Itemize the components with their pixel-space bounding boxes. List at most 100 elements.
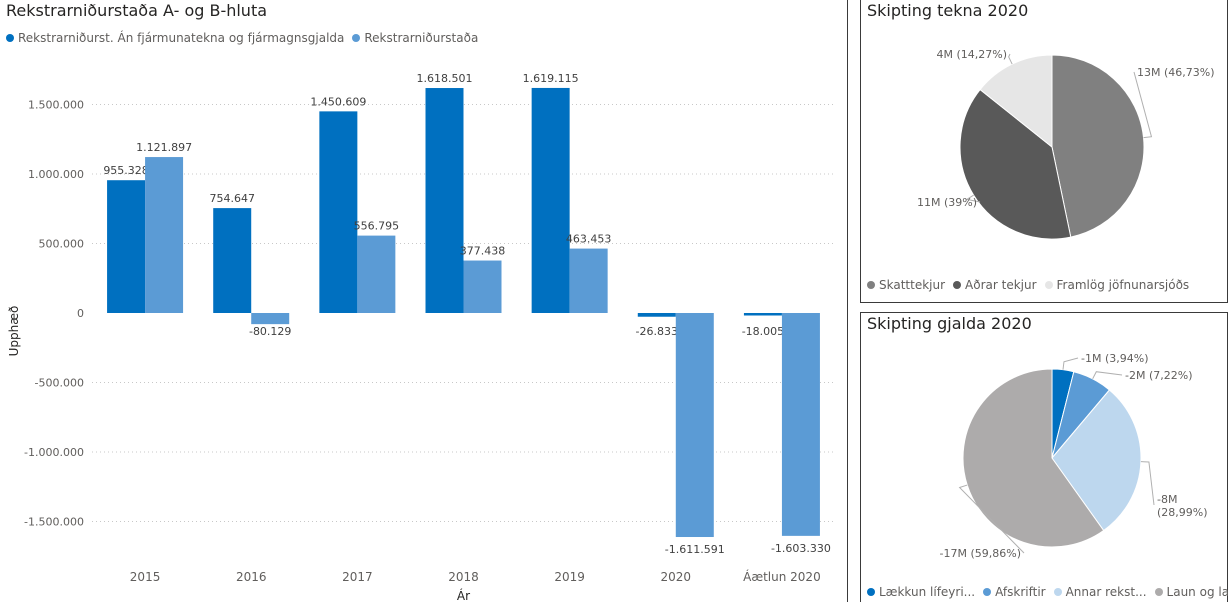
legend-marker — [867, 588, 875, 596]
bar-tlun-2020-series-1[interactable] — [781, 313, 820, 536]
bar-2018-series-0[interactable] — [425, 88, 464, 314]
data-label: -1.603.330 — [771, 542, 831, 555]
leader-line — [1008, 53, 1013, 65]
y-axis-title: Upphæð — [7, 306, 21, 357]
x-axis-title: Ár — [457, 588, 470, 602]
bar-legend-item-1[interactable]: Rekstrarniðurstaða — [352, 31, 478, 45]
data-label: -18.005 — [742, 325, 784, 338]
y-tick-label: 0 — [77, 307, 84, 320]
slice-label: 11M (39%) — [917, 196, 977, 209]
legend-label: Laun og la... — [1166, 585, 1228, 599]
expense-pie-legend[interactable]: Lækkun lífeyri... Afskriftir Annar rekst..… — [867, 585, 1228, 599]
data-label: 1.450.609 — [310, 95, 366, 108]
bar-chart-title: Rekstrarniðurstaða A- og B-hluta — [6, 1, 268, 20]
income-slice-skatttekjur[interactable] — [1051, 54, 1145, 238]
x-tick-label: 2020 — [661, 570, 692, 584]
legend-label: Skatttekjur — [879, 278, 946, 292]
x-tick-label: Áætlun 2020 — [743, 569, 821, 584]
legend-label: Lækkun lífeyri... — [879, 585, 976, 599]
x-tick-label: 2019 — [554, 570, 585, 584]
leader-line — [1092, 371, 1123, 380]
legend-marker — [983, 588, 992, 596]
bar-2016-series-0[interactable] — [213, 208, 252, 313]
bar-2020-series-0[interactable] — [637, 313, 676, 317]
x-tick-label: 2017 — [342, 570, 373, 584]
bar-chart-panel: Rekstrarniðurstaða A- og B-hluta Rekstra… — [6, 0, 848, 602]
legend-label: Rekstrarniðurstaða — [364, 31, 479, 45]
bar-2016-series-1[interactable] — [251, 313, 290, 325]
y-tick-label: -500.000 — [35, 377, 84, 390]
data-label: -1.611.591 — [665, 543, 725, 556]
leader-line — [958, 484, 1025, 554]
slice-label: -17M (59,86%) — [940, 547, 1021, 560]
leader-line — [965, 194, 981, 203]
data-label: 1.121.897 — [136, 141, 192, 154]
legend-marker — [1044, 281, 1053, 289]
bar-chart-legend[interactable]: Rekstrarniðurst. Án fjármunatekna og fjá… — [6, 31, 486, 45]
leader-line — [1062, 357, 1079, 370]
income-pie-legend[interactable]: Skatttekjur Aðrar tekjur Framlög jöfnunars… — [867, 278, 1197, 292]
income-legend-item-2[interactable]: Framlög jöfnunarsjóðs — [1044, 278, 1190, 292]
leader-line — [1140, 461, 1155, 506]
slice-label: -1M (3,94%) — [1081, 352, 1148, 365]
data-label: 1.619.115 — [523, 72, 579, 85]
slice-label: -8M (28,99%) — [1157, 493, 1208, 519]
income-legend-item-1[interactable]: Aðrar tekjur — [953, 278, 1037, 292]
x-tick-label: 2015 — [130, 570, 161, 584]
bar-legend-item-0[interactable]: Rekstrarniðurst. Án fjármunatekna og fjá… — [6, 31, 344, 45]
y-tick-label: 1.000.000 — [28, 168, 84, 181]
data-label: 1.618.501 — [417, 72, 473, 85]
slice-label: -2M (7,22%) — [1125, 369, 1192, 382]
x-tick-label: 2018 — [448, 570, 479, 584]
expense-slice-laun-og-la[interactable] — [962, 368, 1105, 548]
income-legend-item-0[interactable]: Skatttekjur — [867, 278, 945, 292]
slice-label: 4M (14,27%) — [936, 48, 1007, 61]
y-tick-label: 1.500.000 — [28, 99, 84, 112]
data-label: 556.795 — [354, 220, 400, 233]
income-pie-title: Skipting tekna 2020 — [867, 1, 1029, 20]
bar-2020-series-1[interactable] — [675, 313, 714, 538]
expense-legend-item-3[interactable]: Laun og la... — [1154, 585, 1228, 599]
legend-label: Framlög jöfnunarsjóðs — [1056, 278, 1190, 292]
legend-label: Annar rekst... — [1065, 585, 1147, 599]
bar-2017-series-0[interactable] — [319, 111, 358, 313]
income-slice-framl-g-j-fnunarsj-s[interactable] — [979, 54, 1053, 149]
x-tick-label: 2016 — [236, 570, 267, 584]
y-tick-label: -1.500.000 — [24, 516, 84, 529]
income-slice-a-rar-tekjur[interactable] — [959, 88, 1072, 240]
bar-2017-series-1[interactable] — [357, 235, 396, 313]
bar-2018-series-1[interactable] — [463, 260, 502, 313]
bar-2015-series-1[interactable] — [145, 157, 184, 313]
expense-slice-annar-rekst[interactable] — [1051, 389, 1142, 532]
expense-legend-item-1[interactable]: Afskriftir — [983, 585, 1046, 599]
legend-marker — [1053, 588, 1062, 596]
data-label: 377.438 — [460, 245, 506, 258]
legend-label: Rekstrarniðurst. Án fjármunatekna og fjá… — [18, 31, 345, 45]
expense-pie-panel: Skipting gjalda 2020 -1M (3,94%) -2M (7,2… — [860, 312, 1228, 602]
data-label: -80.129 — [249, 325, 291, 338]
data-label: -26.833 — [636, 325, 678, 338]
legend-marker — [6, 34, 14, 42]
bar-tlun-2020-series-0[interactable] — [743, 313, 782, 316]
expense-pie-title: Skipting gjalda 2020 — [867, 314, 1032, 333]
bar-2019-series-0[interactable] — [531, 87, 570, 313]
leader-line — [1133, 71, 1153, 139]
bar-chart: 1.500.000 1.000.000 500.000 0 -500.000 -1.000… — [7, 72, 835, 602]
y-tick-label: 500.000 — [39, 238, 85, 251]
expense-legend-item-0[interactable]: Lækkun lífeyri... — [867, 585, 975, 599]
legend-marker — [867, 281, 875, 289]
legend-marker — [352, 34, 361, 42]
income-pie-panel: Skipting tekna 2020 13M (46,73%) 11M (39%… — [860, 0, 1228, 303]
data-label: 955.328 — [103, 164, 149, 177]
bar-2015-series-0[interactable] — [107, 180, 146, 313]
data-label: 463.453 — [566, 233, 612, 246]
legend-marker — [953, 281, 962, 289]
expense-legend-item-2[interactable]: Annar rekst... — [1053, 585, 1147, 599]
slice-label: 13M (46,73%) — [1137, 66, 1215, 79]
income-pie-chart: 13M (46,73%) 11M (39%) 4M (14,27%) — [917, 48, 1215, 240]
legend-label: Afskriftir — [995, 585, 1046, 599]
bar-2019-series-1[interactable] — [569, 248, 608, 313]
legend-label: Aðrar tekjur — [965, 278, 1037, 292]
data-label: 754.647 — [209, 192, 255, 205]
expense-pie-chart: -1M (3,94%) -2M (7,22%) -8M (28,99%) -17M (5… — [940, 352, 1208, 560]
